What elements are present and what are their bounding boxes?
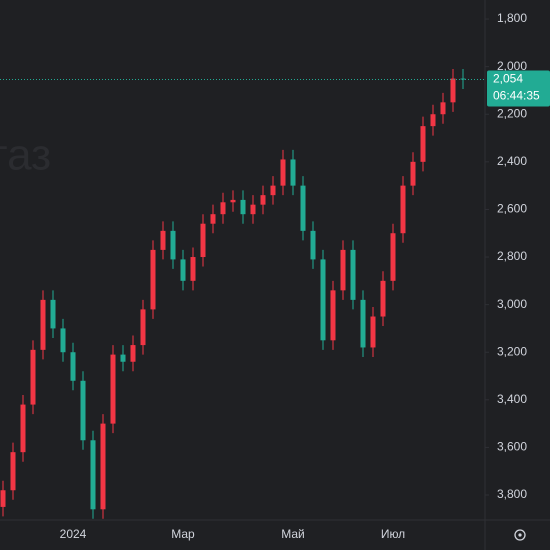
candle-body	[190, 257, 196, 281]
y-tick-label: 2,800	[497, 249, 527, 263]
x-tick-label: Май	[281, 527, 305, 541]
candle-body	[20, 404, 26, 453]
candle-body	[380, 280, 386, 317]
candle-body	[420, 126, 426, 162]
candle-body	[100, 423, 106, 510]
candle-body	[400, 185, 406, 234]
candle-body	[60, 328, 66, 353]
candle-body	[0, 490, 6, 507]
candle-body	[280, 159, 286, 186]
candle-body	[370, 316, 376, 348]
candle-body	[270, 185, 276, 196]
candle-body	[220, 202, 226, 215]
candle-body	[330, 290, 336, 341]
candle-body	[230, 199, 236, 203]
candle-body	[440, 102, 446, 115]
settings-icon-ring[interactable]	[514, 529, 526, 541]
candle-body	[200, 223, 206, 258]
y-tick-label: 3,200	[497, 344, 527, 358]
candle-body	[10, 452, 16, 491]
candle-body	[410, 161, 416, 186]
candle-body	[320, 259, 326, 341]
candle-body	[430, 114, 436, 127]
candle-body	[170, 230, 176, 260]
y-tick-label: 2,400	[497, 154, 527, 168]
candle-body	[340, 249, 346, 291]
x-tick-label: 2024	[60, 527, 87, 541]
y-tick-label: 2,000	[497, 59, 527, 73]
candle-body	[300, 185, 306, 231]
candle-body	[210, 214, 216, 224]
y-tick-label: 3,600	[497, 440, 527, 454]
candle-body	[180, 259, 186, 281]
candle-body	[50, 299, 56, 329]
candle-body	[160, 230, 166, 250]
last-price-label: 2,054	[493, 72, 523, 86]
candle-body	[30, 349, 36, 405]
candle-body	[310, 230, 316, 260]
candle-body	[290, 159, 296, 186]
candle-body	[80, 380, 86, 441]
y-tick-label: 3,000	[497, 297, 527, 311]
candle-body	[70, 352, 76, 381]
candle-body	[260, 195, 266, 205]
y-tick-label: 3,400	[497, 392, 527, 406]
x-tick-label: Мар	[171, 527, 195, 541]
candle-body	[450, 78, 456, 103]
candle-body	[240, 199, 246, 215]
candle-body	[150, 249, 156, 310]
candle-body	[140, 309, 146, 346]
candle-body	[130, 345, 136, 362]
candle-body	[250, 204, 256, 215]
y-tick-label: 2,200	[497, 106, 527, 120]
candle-body	[350, 249, 356, 300]
candle-body	[120, 354, 126, 362]
y-tick-label: 3,800	[497, 487, 527, 501]
candle-body	[390, 233, 396, 281]
candle-body	[90, 440, 96, 510]
y-tick-label: 2,600	[497, 202, 527, 216]
candle-body	[40, 299, 46, 350]
last-price-box	[487, 70, 550, 107]
watermark: газ	[0, 131, 51, 180]
candle-body	[110, 354, 116, 424]
countdown-label: 06:44:35	[493, 89, 540, 103]
settings-icon-dot[interactable]	[518, 533, 522, 537]
x-tick-label: Июл	[381, 527, 405, 541]
candle-body	[360, 299, 366, 348]
y-tick-label: 1,800	[497, 11, 527, 25]
settings-icon[interactable]	[514, 529, 526, 541]
